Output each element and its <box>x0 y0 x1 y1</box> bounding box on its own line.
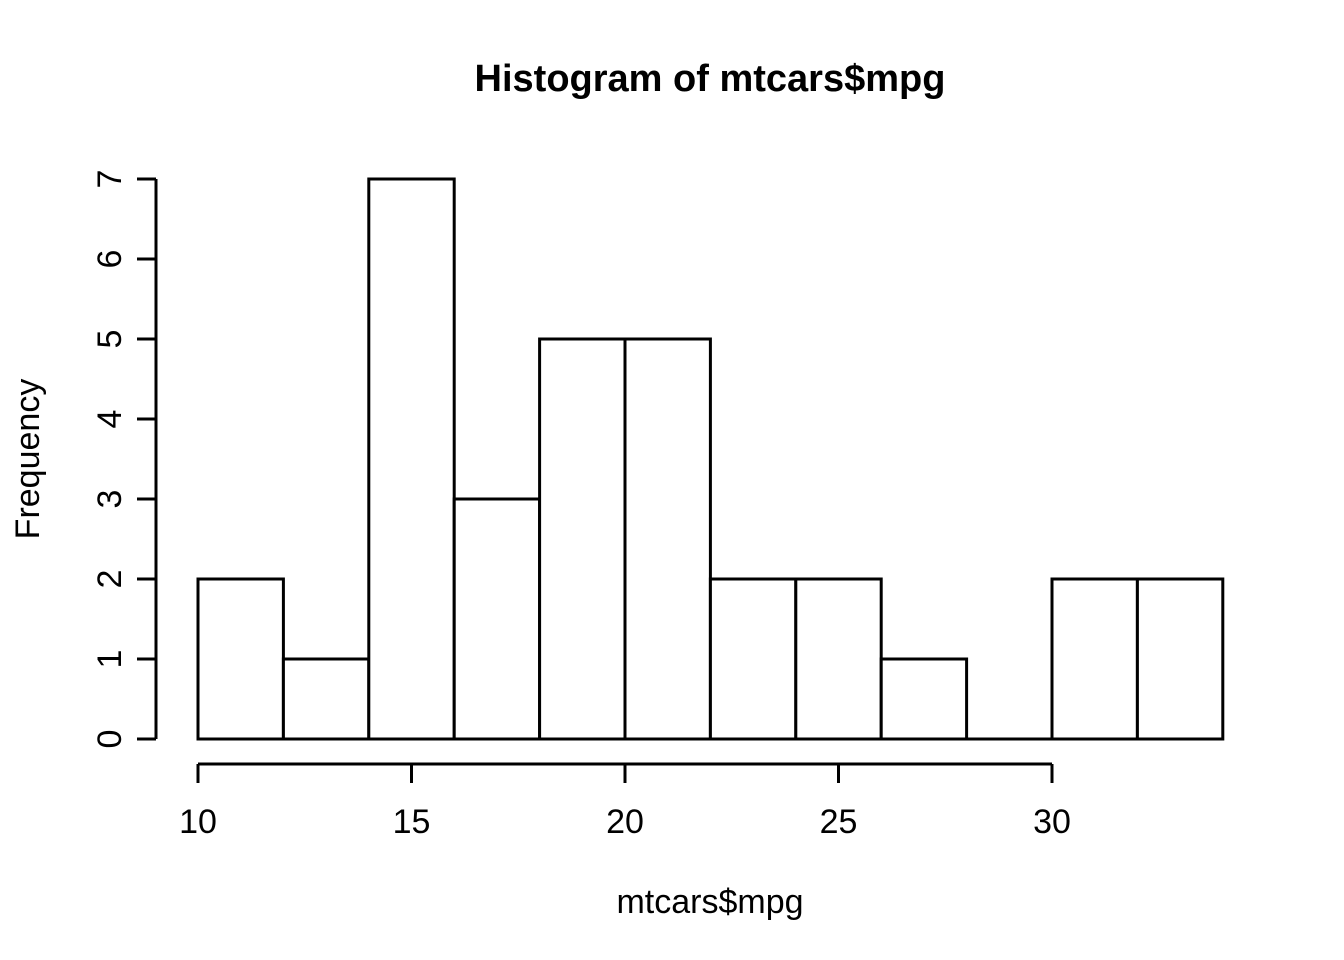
histogram-bar <box>281 657 371 741</box>
x-tick-label: 25 <box>820 803 858 841</box>
x-tick-label: 15 <box>393 803 431 841</box>
bars-group <box>196 177 1225 741</box>
histogram-bar <box>538 337 627 741</box>
x-axis-group: 10 15 20 25 30 <box>179 762 1071 841</box>
x-tick-label: 10 <box>179 803 217 841</box>
y-tick-label: 4 <box>91 410 129 429</box>
y-tick-label: 7 <box>91 170 129 189</box>
y-tick-label: 1 <box>91 650 129 669</box>
histogram-bar <box>367 177 456 741</box>
histogram-bar <box>196 577 285 741</box>
y-tick-label: 3 <box>91 490 129 509</box>
x-tick-label: 30 <box>1033 803 1071 841</box>
y-axis-title: Frequency <box>9 379 47 540</box>
y-tick-label: 0 <box>91 730 129 749</box>
histogram-bar <box>794 577 883 741</box>
histogram-bar <box>708 577 798 741</box>
x-tick-label: 20 <box>606 803 644 841</box>
x-axis-title: mtcars$mpg <box>616 883 803 921</box>
chart-title: Histogram of mtcars$mpg <box>475 58 946 100</box>
histogram-bar <box>1135 577 1225 741</box>
y-axis-group: 0 1 2 3 4 5 6 7 <box>91 170 158 749</box>
histogram-bar <box>879 657 969 741</box>
y-tick-label: 6 <box>91 250 129 269</box>
histogram-bar <box>1050 577 1139 741</box>
y-tick-label: 2 <box>91 570 129 589</box>
histogram-bar <box>623 337 712 741</box>
y-tick-label: 5 <box>91 330 129 349</box>
histogram-bar <box>452 497 542 741</box>
